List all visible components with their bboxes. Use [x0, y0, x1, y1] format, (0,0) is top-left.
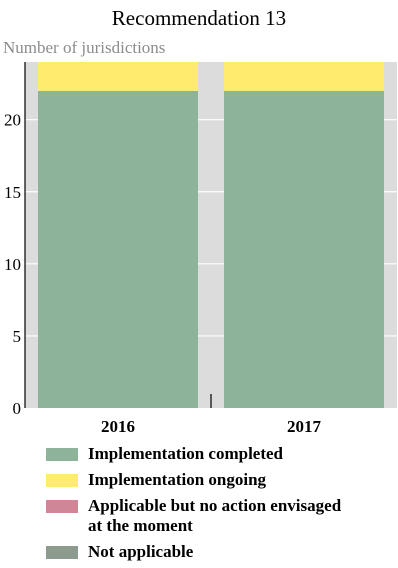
chart-legend: Implementation completed Implementation o…	[46, 444, 386, 568]
legend-swatch	[46, 474, 78, 487]
bar-2016-series-1	[38, 62, 198, 91]
legend-swatch	[46, 500, 78, 513]
y-tick-label-0: 0	[13, 399, 22, 418]
bar-2017-series-0	[224, 90, 384, 408]
chart-plot: 0 5 10 15 20 2016 2017	[4, 62, 397, 436]
x-tick-label-2016: 2016	[101, 417, 135, 436]
legend-item: Implementation ongoing	[46, 470, 386, 490]
y-tick-label-5: 5	[13, 327, 22, 346]
bar-2016-series-0	[38, 90, 198, 408]
legend-swatch	[46, 448, 78, 461]
y-tick-label-15: 15	[4, 183, 21, 202]
bar-2017-series-1	[224, 62, 384, 91]
legend-item: Applicable but no action envisaged at th…	[46, 496, 386, 536]
x-tick-label-2017: 2017	[287, 417, 322, 436]
legend-label: Implementation ongoing	[88, 470, 267, 489]
y-axis-label: Number of jurisdictions	[3, 38, 166, 57]
legend-item: Not applicable	[46, 542, 386, 562]
legend-item: Implementation completed	[46, 444, 386, 464]
chart-title: Recommendation 13	[111, 6, 287, 30]
legend-label: Applicable but no action envisaged at th…	[88, 496, 342, 535]
y-tick-label-20: 20	[4, 111, 21, 130]
legend-swatch	[46, 546, 78, 559]
legend-label: Implementation completed	[88, 444, 284, 463]
legend-label: Not applicable	[88, 542, 194, 561]
y-tick-label-10: 10	[4, 255, 21, 274]
